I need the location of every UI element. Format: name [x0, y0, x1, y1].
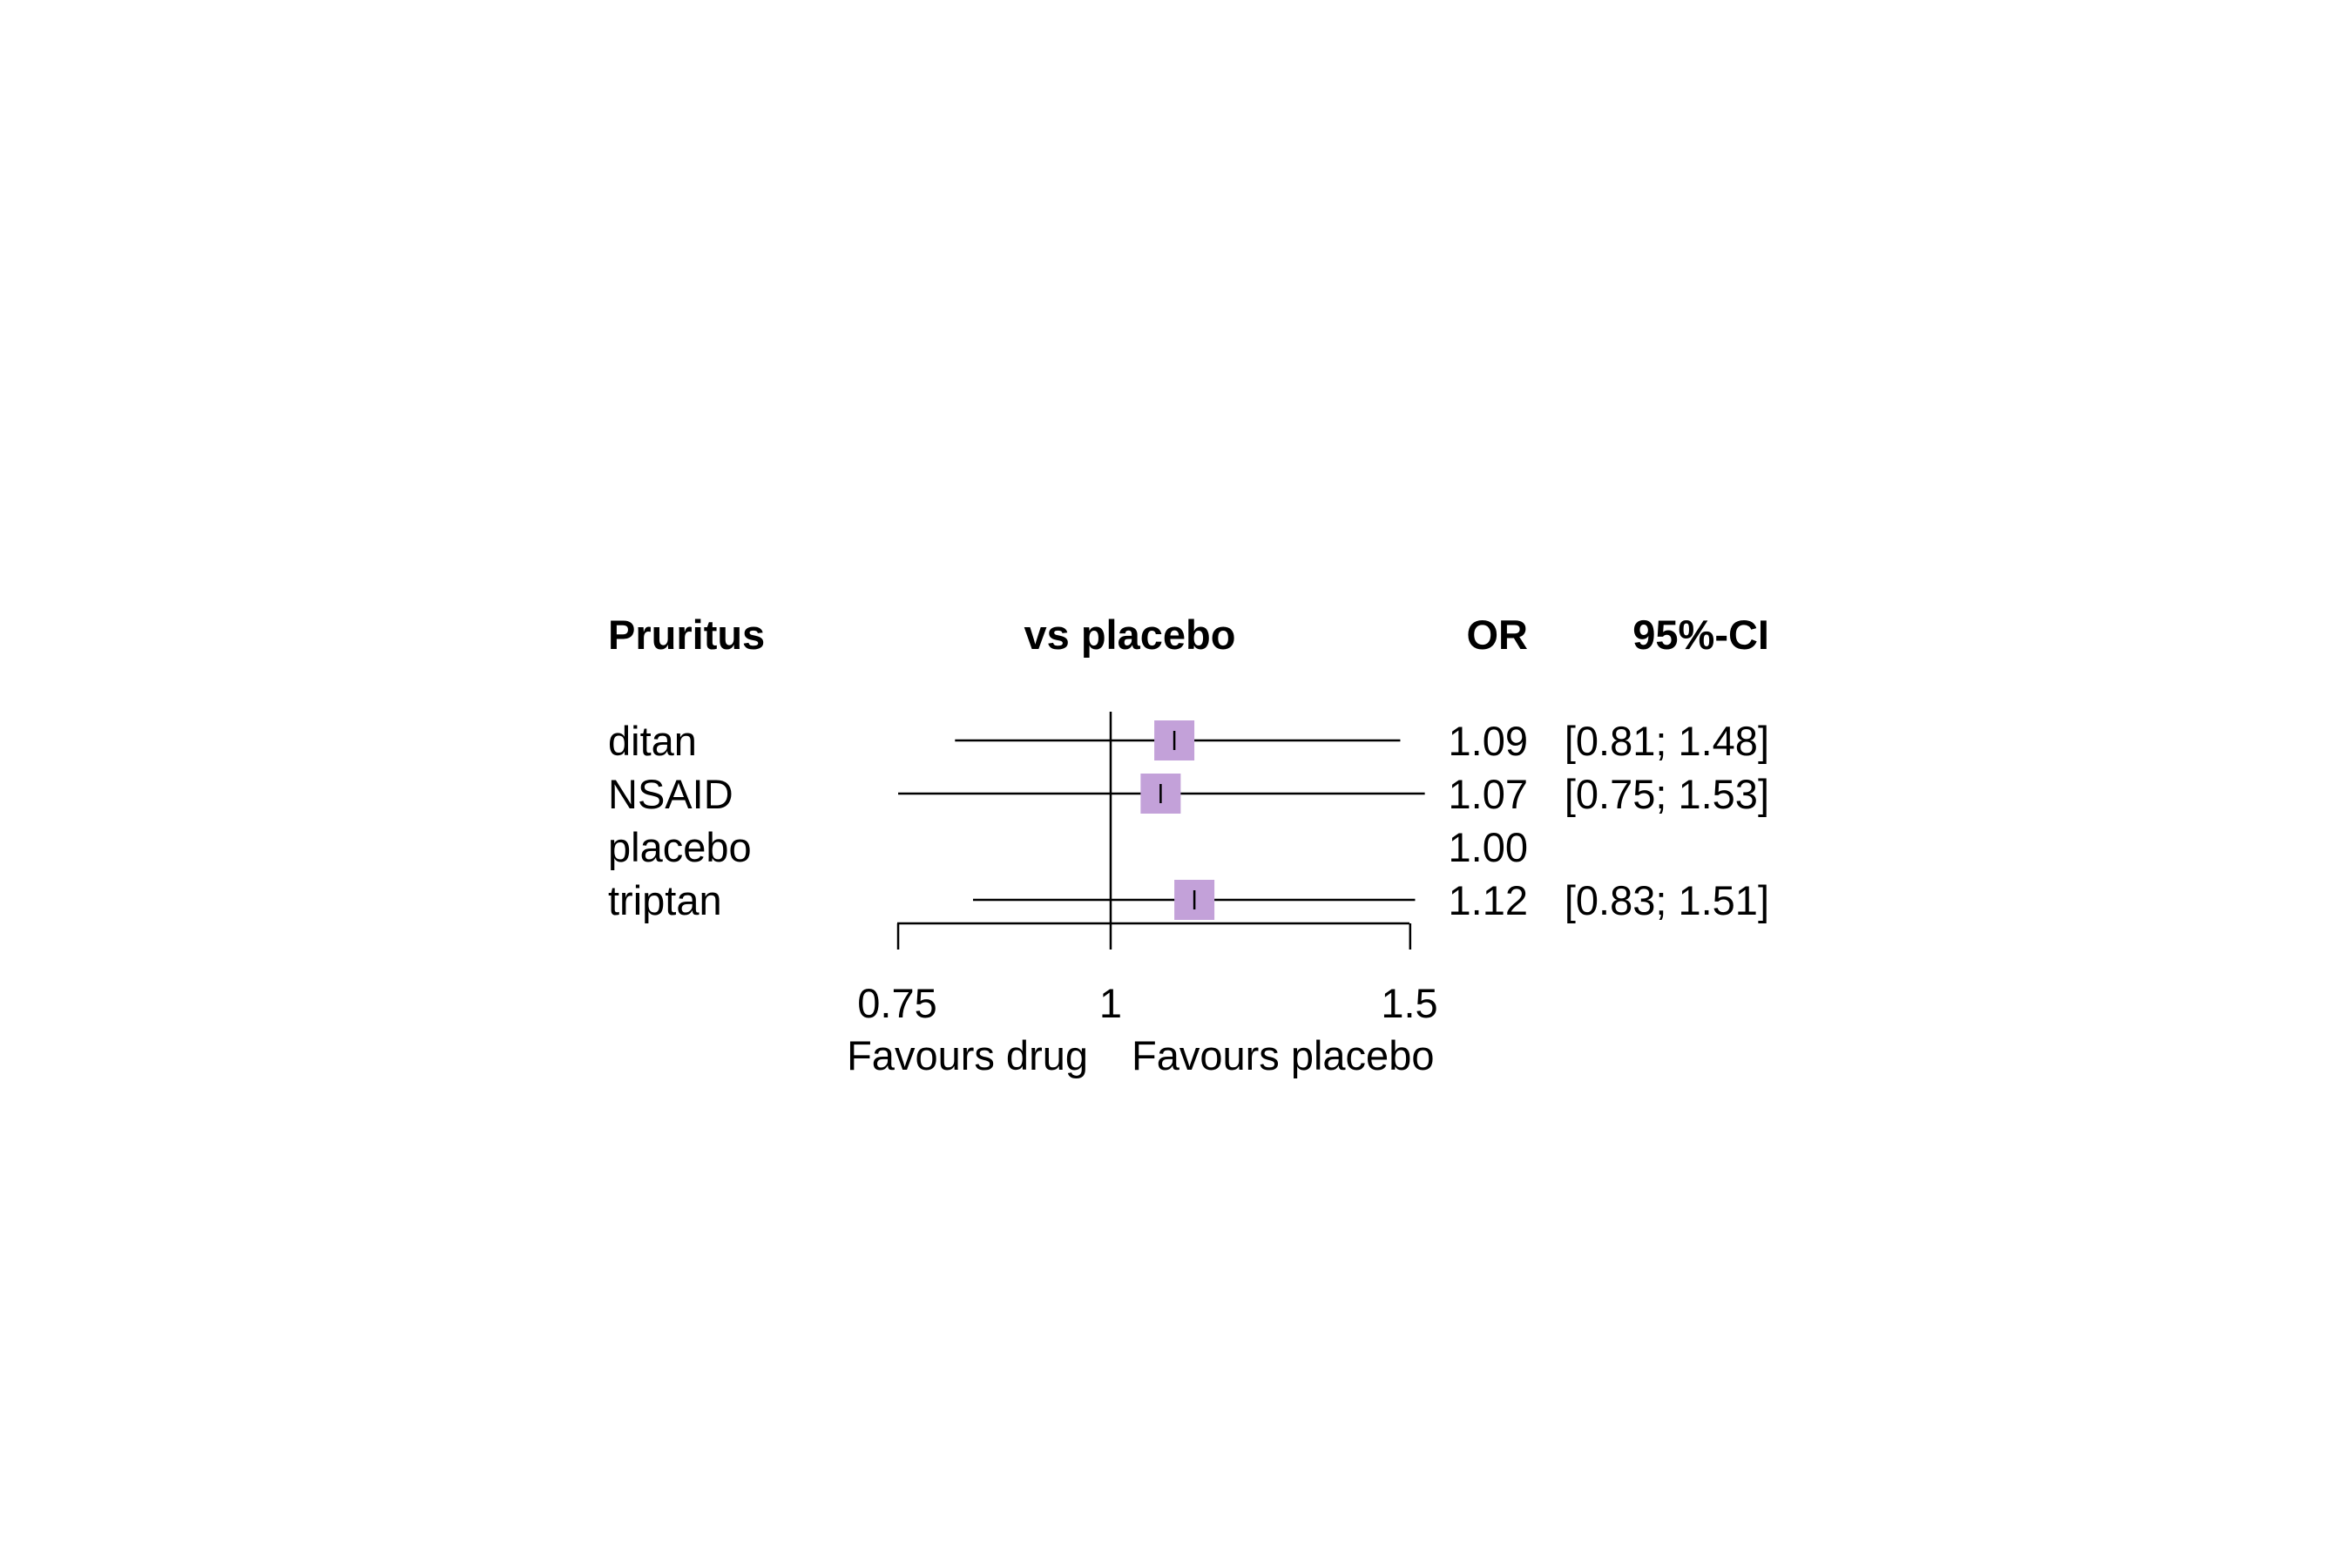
tick-label-0-75: 0.75 [857, 980, 936, 1026]
ci-value-triptan: [0.83; 1.51] [1565, 877, 1769, 923]
ci-value-nsaid: [0.75; 1.53] [1565, 771, 1769, 817]
ci-value-ditan: [0.81; 1.48] [1565, 718, 1769, 764]
row-label-triptan: triptan [608, 877, 722, 923]
header-comparison: vs placebo [1024, 612, 1236, 658]
or-value-triptan: 1.12 [1449, 877, 1528, 923]
row-label-placebo: placebo [608, 824, 752, 870]
or-value-placebo: 1.00 [1449, 824, 1528, 870]
plot-area: ditan 1.09 [0.81; 1.48] NSAID 1.07 [0.75; 1.5… [608, 712, 1769, 950]
or-value-nsaid: 1.07 [1449, 771, 1528, 817]
header-outcome: Pruritus [608, 612, 765, 658]
favours-placebo-label: Favours placebo [1132, 1032, 1434, 1078]
tick-label-1: 1 [1099, 980, 1122, 1026]
row-label-ditan: ditan [608, 718, 697, 764]
header-estimate: OR [1467, 612, 1529, 658]
row-label-nsaid: NSAID [608, 771, 733, 817]
or-value-ditan: 1.09 [1449, 718, 1528, 764]
header-ci: 95%-CI [1632, 612, 1769, 658]
favours-drug-label: Favours drug [847, 1032, 1088, 1078]
tick-label-1-5: 1.5 [1381, 980, 1437, 1026]
